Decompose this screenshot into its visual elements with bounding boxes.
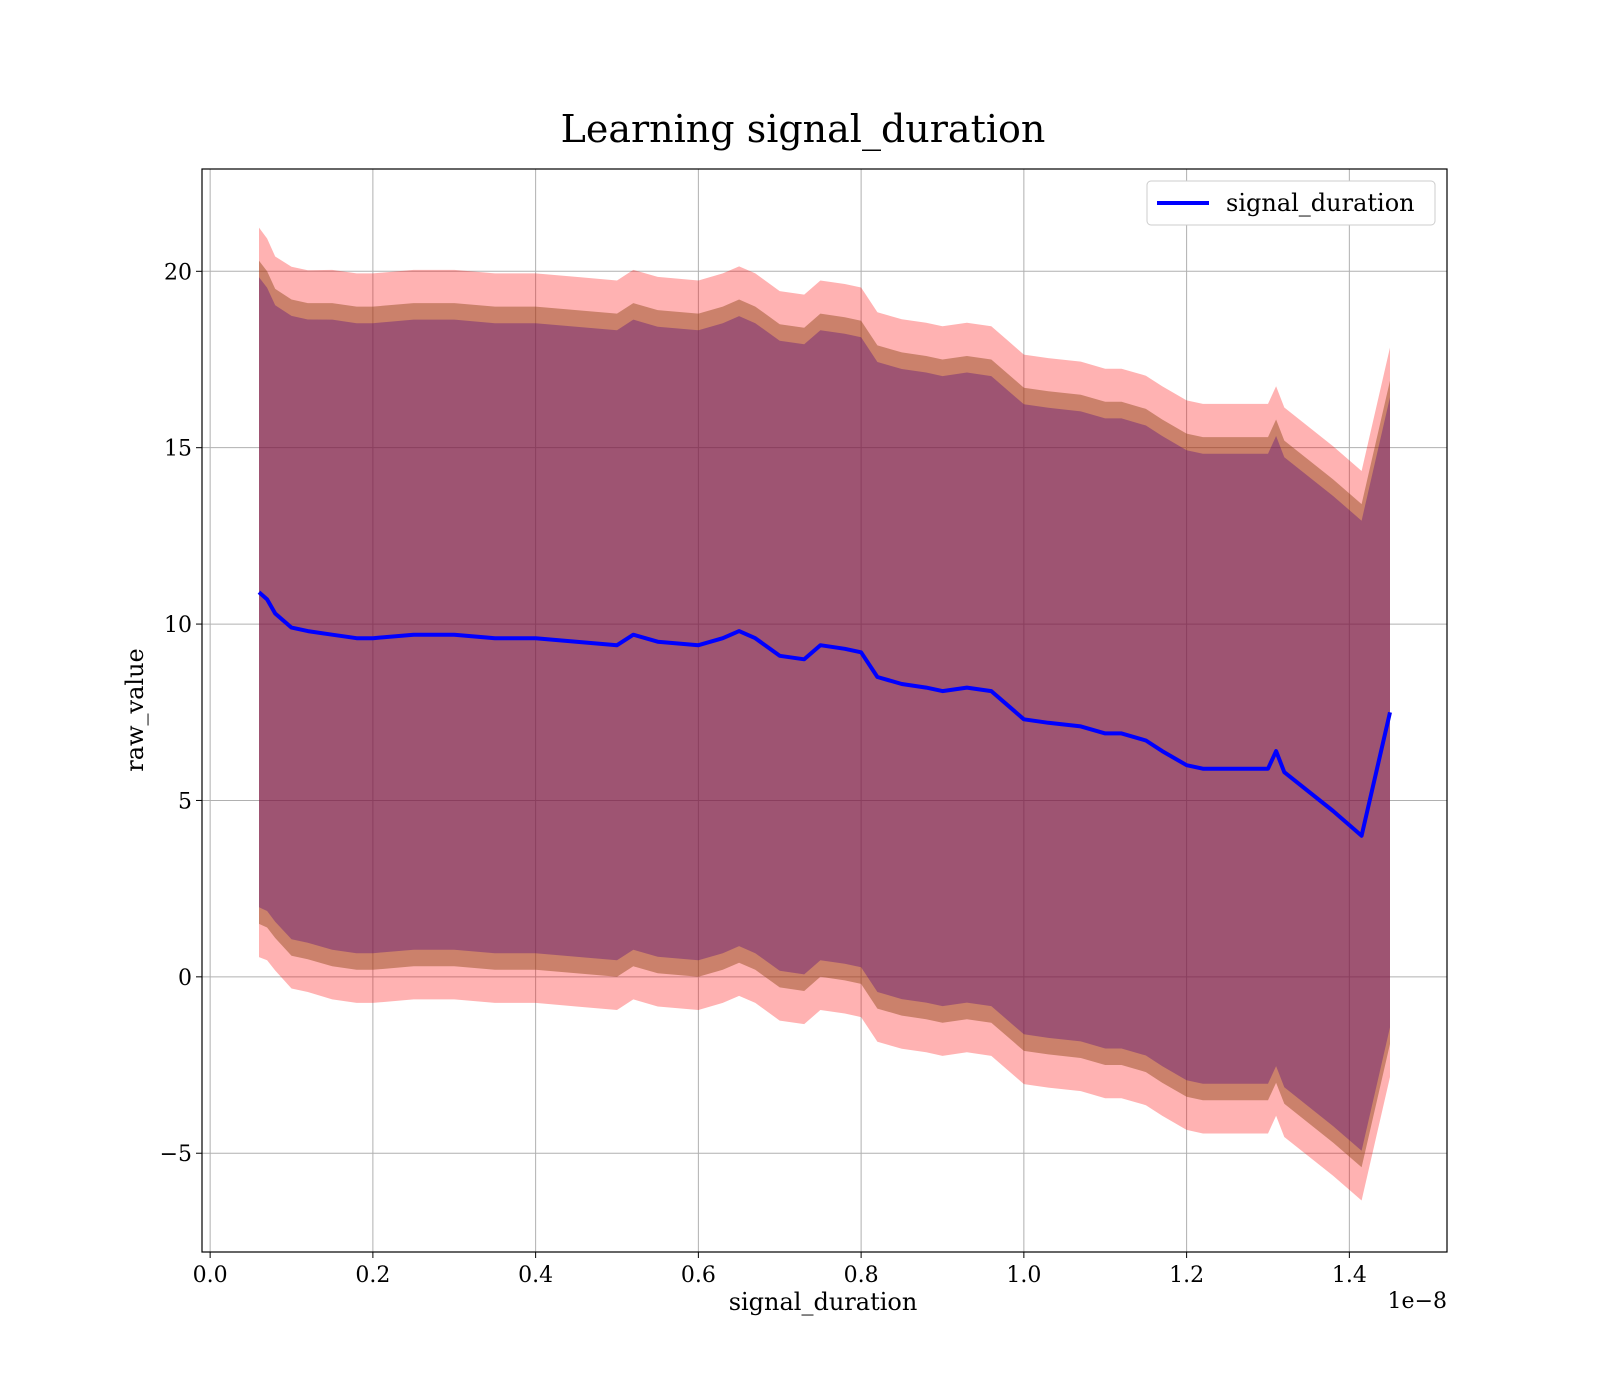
x-tick-label: 0.0 <box>193 1263 228 1288</box>
x-axis-offset-label: 1e−8 <box>1388 1289 1447 1314</box>
confidence-bands <box>259 227 1390 1201</box>
band-outer <box>259 227 1390 1201</box>
x-tick-label: 1.2 <box>1169 1263 1204 1288</box>
y-tick-label: 20 <box>164 260 192 285</box>
band-middle <box>259 260 1390 1168</box>
x-tick-label: 0.6 <box>681 1263 716 1288</box>
y-tick-label: −5 <box>160 1142 192 1167</box>
y-tick-label: 0 <box>178 966 192 991</box>
x-tick-label: 0.2 <box>355 1263 390 1288</box>
y-axis-label: raw_value <box>121 648 149 772</box>
series-lines <box>257 590 1392 838</box>
chart-title: Learning signal_duration <box>561 107 1046 152</box>
y-tick-label: 10 <box>164 613 192 638</box>
y-axis-ticks: −5 0 5 10 15 20 <box>160 260 202 1167</box>
y-tick-label: 15 <box>164 437 192 462</box>
x-axis-ticks: 0.0 0.2 0.4 0.6 0.8 1.0 1.2 1.4 <box>193 1252 1367 1288</box>
x-tick-label: 0.8 <box>844 1263 879 1288</box>
y-tick-label: 5 <box>178 789 192 814</box>
x-tick-label: 0.4 <box>518 1263 553 1288</box>
legend: signal_duration <box>1146 180 1436 226</box>
x-tick-label: 1.0 <box>1006 1263 1041 1288</box>
x-axis-label: signal_duration <box>729 1288 918 1316</box>
legend-box <box>1146 180 1436 226</box>
x-tick-label: 1.4 <box>1332 1263 1367 1288</box>
series-line-signal_duration <box>257 590 1392 838</box>
plot-frame <box>201 168 1448 1253</box>
grid <box>202 169 1447 1252</box>
band-inner <box>259 277 1390 1151</box>
legend-label: signal_duration <box>1226 189 1415 217</box>
